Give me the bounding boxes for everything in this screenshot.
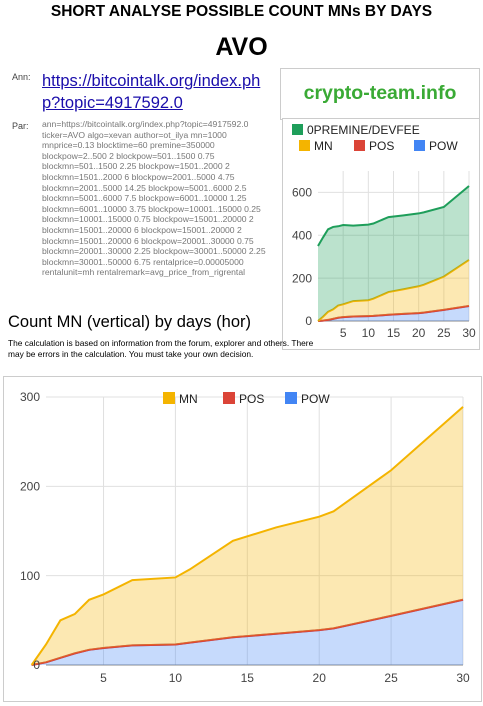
summary-chart-svg: 5 10 15 20 25 30 0 200 400 600 0PREMINE/DEVFEE MN PO… [292,123,476,340]
big-chart-area-mn [31,406,463,665]
count-mn-chart: 5 10 15 20 25 30 0 100 200 300 MN POS POW [3,376,482,702]
brand-box[interactable]: crypto-team.info [280,68,480,120]
small-chart-xtick-label: 10 [362,326,376,340]
big-chart-line-pos [31,598,464,666]
big-chart-ytick-label: 300 [20,390,40,404]
ann-label: Ann: [12,72,31,82]
big-chart-xtick-label: 15 [241,671,255,685]
small-chart-area-mn [318,259,469,321]
big-chart-line-mn [30,406,464,666]
small-chart-legend-swatch-0premine-devfee [292,124,303,135]
small-chart-xtick-label: 20 [412,326,426,340]
small-chart-line-mn [317,259,470,322]
big-chart-legend-swatch-pos [223,392,235,404]
big-chart-xtick-label: 20 [313,671,327,685]
parameters-text: ann=https://bitcointalk.org/index.php?to… [42,119,266,278]
announcement-link[interactable]: https://bitcointalk.org/index.php?topic=… [42,72,261,112]
big-chart-xtick-label: 30 [456,671,470,685]
small-chart-line-0premine-devfee [317,185,470,247]
big-chart-legend-swatch-mn [163,392,175,404]
section-title: Count MN (vertical) by days (hor) [8,313,251,331]
small-chart-area-0premine-devfee [318,186,469,321]
big-chart-xtick-label: 10 [169,671,183,685]
small-chart-xtick-label: 15 [387,326,401,340]
big-chart-ytick-label: 100 [20,569,40,583]
small-chart-legend-label-mn: MN [314,139,333,153]
big-chart-area-pow [31,599,463,665]
small-chart-xtick-label: 30 [462,326,476,340]
small-chart-ytick-label: 0 [305,314,312,328]
small-chart-legend-swatch-mn [299,140,310,151]
small-chart-legend-label-pos: POS [369,139,394,153]
par-label: Par: [12,121,29,131]
big-chart-legend-label-mn: MN [179,392,198,406]
big-chart-legend-label-pow: POW [301,392,330,406]
page-title: SHORT ANALYSE POSSIBLE COUNT MNs BY DAYS [50,3,433,20]
big-chart-legend-swatch-pow [285,392,297,404]
big-chart-ytick-label: 200 [20,480,40,494]
brand-logo-text: crypto-team.info [303,82,457,104]
summary-chart: 5 10 15 20 25 30 0 200 400 600 0PREMINE/DEVFEE MN PO… [282,118,480,350]
small-chart-xtick-label: 5 [340,326,347,340]
big-chart-ytick-label: 0 [33,658,40,672]
big-chart-xtick-label: 5 [100,671,107,685]
small-chart-line-pos [317,305,470,322]
big-chart-legend-label-pos: POS [239,392,264,406]
small-chart-ytick-label: 600 [292,186,312,200]
small-chart-ytick-label: 200 [292,271,312,285]
small-chart-legend-label-0premine-devfee: 0PREMINE/DEVFEE [307,123,420,137]
small-chart-legend-label-pow: POW [429,139,458,153]
small-chart-legend-swatch-pow [414,140,425,151]
small-chart-xtick-label: 25 [437,326,451,340]
small-chart-legend-swatch-pos [354,140,365,151]
small-chart-ytick-label: 400 [292,228,312,242]
big-chart-xtick-label: 25 [384,671,398,685]
disclaimer-text: The calculation is based on information … [8,338,314,359]
coin-ticker: AVO [215,33,268,61]
